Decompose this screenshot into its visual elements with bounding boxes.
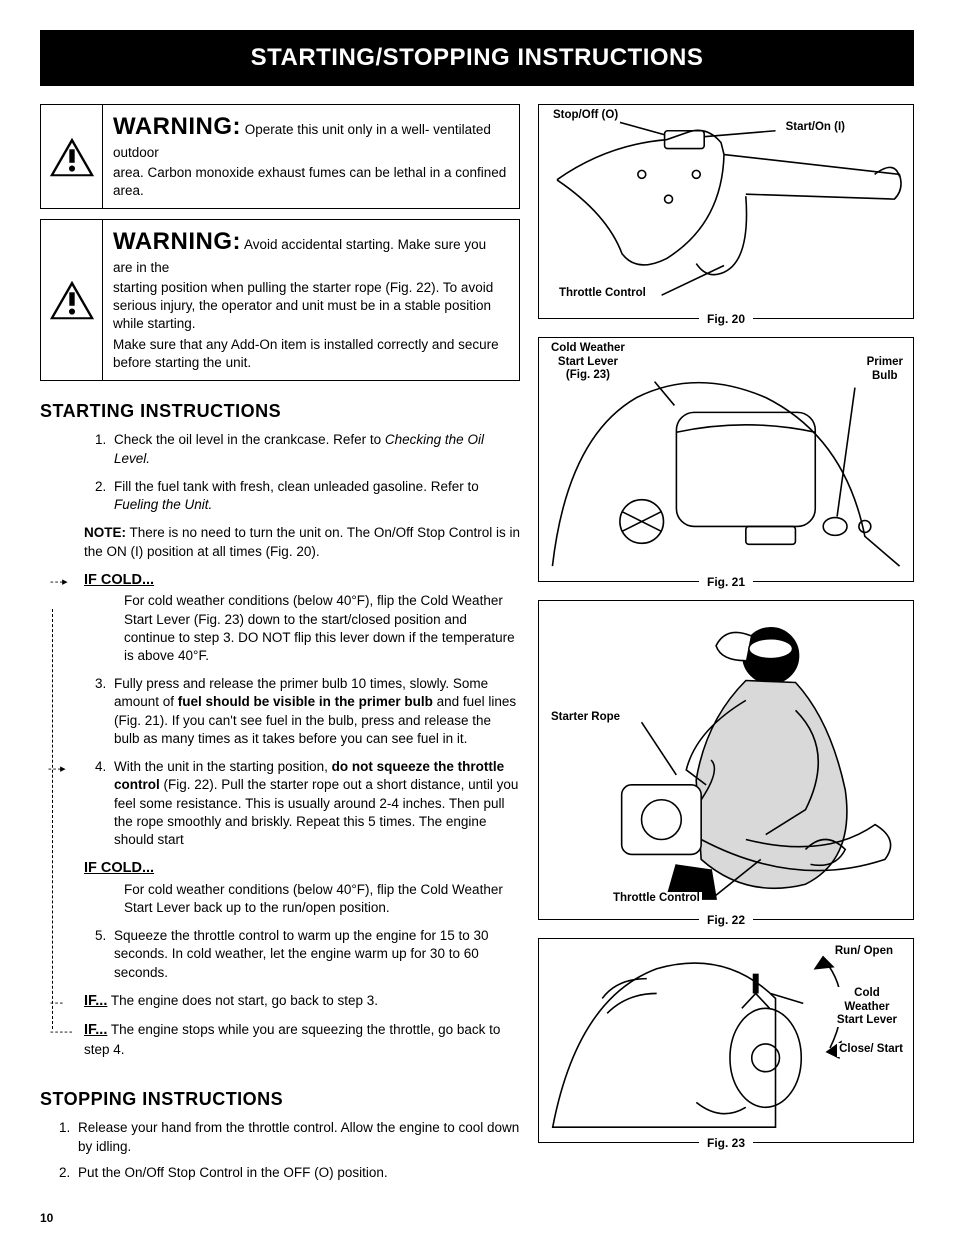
- fig23-illustration: [539, 939, 913, 1142]
- starting-steps-list-3: Squeeze the throttle control to warm up …: [40, 927, 520, 982]
- warning-text-cell: WARNING: Avoid accidental starting. Make…: [103, 220, 519, 380]
- fig22-illustration: [539, 601, 913, 919]
- if-cold-text: For cold weather conditions (below 40°F)…: [124, 881, 520, 917]
- page-number: 10: [40, 1210, 914, 1226]
- dash-arrow-icon: - - - - -: [50, 1025, 72, 1040]
- left-column: WARNING: Operate this unit only in a wel…: [40, 104, 520, 1190]
- step-3: Fully press and release the primer bulb …: [110, 675, 520, 748]
- step-4c: (Fig. 22). Pull the starter rope out a s…: [114, 777, 518, 847]
- step-1: Check the oil level in the crankcase. Re…: [110, 431, 520, 467]
- note-label: NOTE:: [84, 525, 126, 540]
- starting-steps-list-2: Fully press and release the primer bulb …: [40, 675, 520, 849]
- if-cold-1: - - -▸ IF COLD... For cold weather condi…: [84, 571, 520, 665]
- step-4a: With the unit in the starting position,: [114, 759, 332, 774]
- fig23-label-run: Run/ Open: [833, 945, 895, 958]
- figure-23: Run/ Open Cold Weather Start Lever Close…: [538, 938, 914, 1143]
- step-4: - - -▸ With the unit in the starting pos…: [110, 758, 520, 849]
- if-text: The engine stops while you are squeezing…: [84, 1022, 500, 1057]
- if-nostart: - - - IF... The engine does not start, g…: [84, 992, 520, 1012]
- if-cold-text: For cold weather conditions (below 40°F)…: [124, 592, 520, 665]
- warning-box-2: WARNING: Avoid accidental starting. Make…: [40, 219, 520, 381]
- fig22-label-rope: Starter Rope: [549, 711, 622, 724]
- step-2-ref: Fueling the Unit.: [114, 497, 212, 512]
- warning-text-cell: WARNING: Operate this unit only in a wel…: [103, 105, 519, 208]
- step-5: Squeeze the throttle control to warm up …: [110, 927, 520, 982]
- two-column-layout: WARNING: Operate this unit only in a wel…: [40, 104, 914, 1190]
- figure-20: Stop/Off (O) Start/On (I) Throttle Contr…: [538, 104, 914, 319]
- fig20-label-throttle: Throttle Control: [557, 287, 648, 300]
- if-text: The engine does not start, go back to st…: [107, 993, 378, 1008]
- if-stops: - - - - - IF... The engine stops while y…: [84, 1021, 520, 1059]
- warning-triangle-icon: [48, 278, 96, 322]
- warning-label: WARNING:: [113, 228, 241, 255]
- dash-arrow-icon: - - -▸: [48, 762, 65, 777]
- warning-box-1: WARNING: Operate this unit only in a wel…: [40, 104, 520, 209]
- fig22-caption: Fig. 22: [699, 912, 753, 928]
- figure-22: Starter Rope Throttle Control: [538, 600, 914, 920]
- fig22-label-throttle: Throttle Control: [611, 892, 702, 905]
- if-label: IF...: [84, 1022, 107, 1038]
- warning-extra: Make sure that any Add-On item is instal…: [113, 336, 509, 372]
- dash-arrow-icon: - - -▸: [50, 575, 67, 590]
- step-3b: fuel should be visible in the primer bul…: [178, 694, 433, 709]
- note-text: There is no need to turn the unit on. Th…: [84, 525, 520, 558]
- stopping-steps-list: Release your hand from the throttle cont…: [40, 1119, 520, 1182]
- fig21-label-primer: Primer Bulb: [865, 356, 905, 382]
- note-block: NOTE: There is no need to turn the unit …: [84, 524, 520, 560]
- step-1-text: Check the oil level in the crankcase. Re…: [114, 432, 385, 447]
- warning-icon-cell: [41, 105, 103, 208]
- warning-triangle-icon: [48, 135, 96, 179]
- fig23-label-cold: Cold Weather Start Lever: [835, 987, 899, 1027]
- right-column: Stop/Off (O) Start/On (I) Throttle Contr…: [538, 104, 914, 1190]
- fig20-caption: Fig. 20: [699, 311, 753, 327]
- fig20-label-stop: Stop/Off (O): [551, 109, 620, 122]
- if-cold-label: IF COLD...: [84, 860, 154, 876]
- starting-heading: STARTING INSTRUCTIONS: [40, 399, 520, 423]
- stopping-heading: STOPPING INSTRUCTIONS: [40, 1087, 520, 1111]
- step-2-text: Fill the fuel tank with fresh, clean unl…: [114, 479, 479, 494]
- warning-label: WARNING:: [113, 113, 241, 140]
- fig21-label-cold: Cold Weather Start Lever (Fig. 23): [549, 342, 627, 382]
- warning-body: area. Carbon monoxide exhaust fumes can …: [113, 164, 509, 200]
- stop-step-1: Release your hand from the throttle cont…: [74, 1119, 520, 1155]
- if-label: IF...: [84, 993, 107, 1009]
- figure-21: Cold Weather Start Lever (Fig. 23) Prime…: [538, 337, 914, 582]
- stop-step-2: Put the On/Off Stop Control in the OFF (…: [74, 1164, 520, 1182]
- fig23-label-close: Close/ Start: [837, 1043, 905, 1056]
- step-2: Fill the fuel tank with fresh, clean unl…: [110, 478, 520, 514]
- warning-icon-cell: [41, 220, 103, 380]
- fig21-caption: Fig. 21: [699, 574, 753, 590]
- if-cold-2: IF COLD... For cold weather conditions (…: [84, 859, 520, 917]
- fig20-label-start: Start/On (I): [784, 121, 847, 134]
- if-cold-label: IF COLD...: [84, 572, 154, 588]
- dash-connector: [52, 609, 53, 1029]
- starting-steps-list: Check the oil level in the crankcase. Re…: [40, 431, 520, 514]
- fig23-caption: Fig. 23: [699, 1135, 753, 1151]
- warning-body: starting position when pulling the start…: [113, 279, 509, 334]
- page-title-bar: STARTING/STOPPING INSTRUCTIONS: [40, 30, 914, 86]
